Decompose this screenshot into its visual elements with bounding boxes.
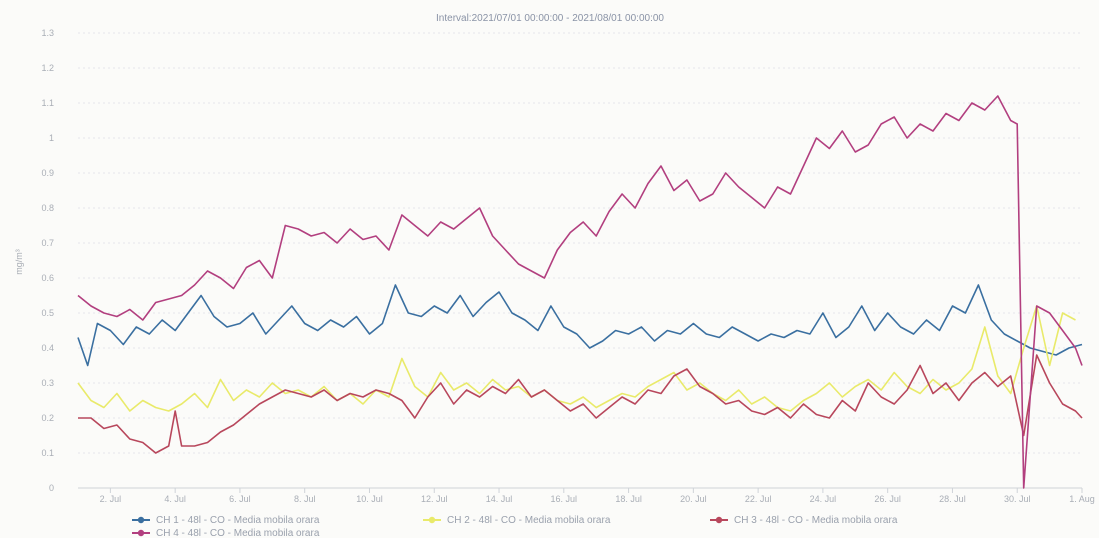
legend-label-ch1[interactable]: CH 1 - 48l - CO - Media mobila orara — [156, 515, 320, 526]
x-tick-label: 1. Aug — [1069, 494, 1095, 504]
y-tick-label: 0.9 — [41, 168, 54, 178]
series-line-ch3 — [78, 354, 1083, 454]
gridlines — [78, 32, 1082, 489]
legend-marker-ch2 — [428, 516, 436, 524]
y-tick-label: 0.7 — [41, 238, 54, 248]
legend: CH 1 - 48l - CO - Media mobila orara CH 2… — [132, 515, 898, 538]
series-line-ch2 — [77, 305, 1076, 412]
x-tick-label: 20. Jul — [680, 494, 707, 504]
legend-label-ch3[interactable]: CH 3 - 48l - CO - Media mobila orara — [734, 515, 898, 526]
y-tick-label: 1.3 — [41, 28, 54, 38]
legend-label-ch2[interactable]: CH 2 - 48l - CO - Media mobila orara — [447, 515, 611, 526]
x-tick-label: 26. Jul — [874, 494, 901, 504]
x-tick-label: 6. Jul — [229, 494, 251, 504]
y-tick-label: 0.5 — [41, 308, 54, 318]
x-tick-label: 4. Jul — [164, 494, 186, 504]
x-axis-ticks: 2. Jul 4. Jul 6. Jul 8. Jul 10. Jul 12. Jul 14… — [100, 488, 1095, 504]
x-tick-label: 22. Jul — [745, 494, 772, 504]
x-tick-label: 8. Jul — [294, 494, 316, 504]
legend-marker-ch3 — [715, 516, 723, 524]
y-tick-label: 1 — [49, 133, 54, 143]
y-tick-label: 0.1 — [41, 448, 54, 458]
x-tick-label: 12. Jul — [421, 494, 448, 504]
legend-marker-ch1 — [137, 516, 145, 524]
x-tick-label: 10. Jul — [356, 494, 383, 504]
x-tick-label: 16. Jul — [551, 494, 578, 504]
y-tick-label: 0.8 — [41, 203, 54, 213]
chart-title: Interval:2021/07/01 00:00:00 - 2021/08/0… — [436, 13, 664, 24]
series-lines — [77, 95, 1083, 489]
y-tick-label: 1.1 — [41, 98, 54, 108]
y-tick-label: 0.4 — [41, 343, 54, 353]
x-tick-label: 24. Jul — [810, 494, 837, 504]
y-tick-label: 0 — [49, 483, 54, 493]
y-tick-label: 0.2 — [41, 413, 54, 423]
y-axis-label: mg/m³ — [14, 249, 24, 275]
series-line-ch1 — [77, 284, 1083, 367]
y-tick-label: 0.3 — [41, 378, 54, 388]
y-axis-ticks: 0 0.1 0.2 0.3 0.4 0.5 0.6 0.7 0.8 0.9 1 1.1 1.2 1.3 — [41, 28, 54, 493]
x-tick-label: 14. Jul — [486, 494, 513, 504]
y-tick-label: 1.2 — [41, 63, 54, 73]
x-tick-label: 2. Jul — [100, 494, 122, 504]
y-tick-label: 0.6 — [41, 273, 54, 283]
x-tick-label: 30. Jul — [1004, 494, 1031, 504]
x-tick-label: 18. Jul — [615, 494, 642, 504]
legend-label-ch4[interactable]: CH 4 - 48l - CO - Media mobila orara — [156, 528, 320, 538]
legend-marker-ch4 — [137, 529, 145, 537]
x-tick-label: 28. Jul — [939, 494, 966, 504]
series-line-ch4 — [77, 95, 1083, 489]
